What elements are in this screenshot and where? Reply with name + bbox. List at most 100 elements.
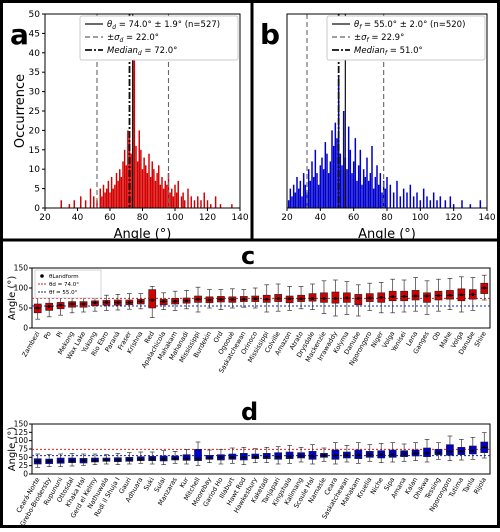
panel-a-bar	[138, 130, 140, 208]
panel-b-bar	[307, 169, 310, 208]
panel-c-median-point	[104, 300, 108, 304]
panel-d-median-point	[150, 457, 154, 461]
panel-b-bar	[294, 192, 297, 208]
panel-c-median-point	[162, 300, 166, 304]
panel-a-xtick-label: 20	[39, 213, 51, 223]
panel-a-bar	[140, 149, 142, 208]
panel-b-bar	[429, 200, 432, 208]
panel-c-median-point	[459, 293, 463, 297]
panel-label-d: d	[241, 398, 258, 426]
panel-b-bar	[296, 176, 298, 208]
panel-a-bar	[206, 200, 209, 208]
panel-a-bar	[93, 196, 95, 208]
panel-a-bar	[109, 192, 111, 208]
panel-b-bar	[327, 173, 330, 208]
panel-b-bar	[309, 180, 312, 208]
panel-a-bar	[80, 196, 82, 208]
panel-d-median-point	[311, 454, 315, 458]
panel-b-bar	[422, 188, 425, 208]
panel-b-bar	[412, 196, 415, 208]
panel-d-median-point	[345, 453, 349, 457]
panel-c-median-point	[127, 300, 131, 304]
panel-b-bar	[347, 126, 350, 208]
panel-a-bar	[156, 173, 158, 208]
panel-d-median-point	[207, 456, 211, 460]
panel-c-category-label: Shire	[473, 330, 488, 348]
panel-d-ytick-label: 75	[18, 445, 28, 454]
panel-b-xtick-label: 140	[478, 213, 495, 223]
panel-d-median-point	[47, 459, 51, 463]
panel-c-legend-marker	[40, 274, 44, 278]
panel-a-bar	[107, 180, 110, 208]
panel-b-bar	[439, 196, 442, 208]
panel-d-median-point	[482, 445, 486, 449]
panel-a-bar	[115, 173, 118, 208]
panel-a-bar	[101, 196, 103, 208]
panel-d-median-point	[70, 459, 74, 463]
panel-b-bar	[291, 196, 293, 208]
panel-a-bar	[143, 157, 145, 208]
panel-a-bar	[149, 176, 152, 208]
panel-b-bar	[319, 165, 322, 208]
panel-b-xtick-label: 40	[315, 213, 327, 223]
panel-d-median-point	[173, 457, 177, 461]
panel-c-median-point	[379, 296, 383, 300]
panel-b-bar	[376, 165, 378, 208]
panel-d-median-point	[253, 455, 257, 459]
panel-d-median-point	[471, 449, 475, 453]
panel-a-bar	[159, 184, 162, 208]
panel-c-median-point	[70, 302, 74, 306]
panel-b-bar	[364, 176, 367, 208]
panel-c-median-point	[265, 297, 269, 301]
panel-b-bar	[334, 122, 337, 208]
panel-d-ytick-label: 150	[14, 420, 29, 429]
panel-d-median-point	[219, 456, 223, 460]
panel-a-bar	[146, 173, 149, 208]
panel-c-median-point	[185, 299, 189, 303]
panel-b-bar	[289, 188, 292, 208]
panel-b-bar	[337, 76, 340, 208]
panel-a-bar	[68, 204, 71, 208]
panel-c-category-label: Zambezi	[20, 330, 41, 359]
panel-a-ytick-label: 5	[34, 185, 40, 195]
panel-b-bar	[399, 196, 402, 208]
panel-b-bar	[389, 184, 392, 208]
panel-b-bar	[374, 176, 377, 208]
panel-a-xtick-label: 80	[137, 213, 149, 223]
panel-b-xtick-label: 100	[412, 213, 429, 223]
panel-d-ytick-label: 0	[23, 470, 28, 479]
panel-a-bar	[158, 165, 160, 208]
panel-a-bar	[130, 153, 132, 208]
panel-a-bar	[145, 165, 147, 208]
panel-d-median-point	[265, 455, 269, 459]
panel-c-median-point	[368, 296, 372, 300]
panel-a-bar	[164, 180, 166, 208]
panel-d-median-point	[242, 455, 246, 459]
panel-d-ytick-label: 25	[18, 461, 28, 470]
panel-a-legend-label: θd = 74.0° ± 1.9° (n=527)	[107, 20, 220, 31]
panel-c-legend-label: θLandform	[49, 274, 79, 280]
panel-d-median-point	[288, 454, 292, 458]
panel-b: 20 40 60 80 100 120 140 Angle (°) θf = 55.0° ± 2…	[281, 13, 496, 242]
panel-b-bar	[292, 184, 295, 208]
panel-a-bar	[174, 184, 176, 208]
panel-c-ytick-label: 100	[14, 284, 29, 293]
panel-d-median-point	[139, 457, 143, 461]
panel-a-bar	[169, 192, 171, 208]
panel-c-median-point	[253, 297, 257, 301]
panel-c-median-point	[196, 297, 200, 301]
panel-b-legend-label: θf = 55.0° ± 2.0° (n=520)	[354, 20, 465, 31]
panel-a-bar	[219, 204, 222, 208]
panel-a-xtick-label: 100	[166, 213, 183, 223]
panel-a-bar	[133, 60, 136, 209]
panel-c-median-point	[356, 296, 360, 300]
panel-a-xlabel: Angle (°)	[114, 227, 172, 242]
panel-b-bar	[366, 157, 368, 208]
panel-b-bar	[339, 153, 342, 208]
panel-c-median-point	[230, 298, 234, 302]
panel-d-median-point	[36, 460, 40, 464]
panel-b-bar	[354, 138, 357, 208]
panel-b-bar	[301, 196, 303, 208]
panel-c-ytick-label: 150	[14, 264, 29, 273]
